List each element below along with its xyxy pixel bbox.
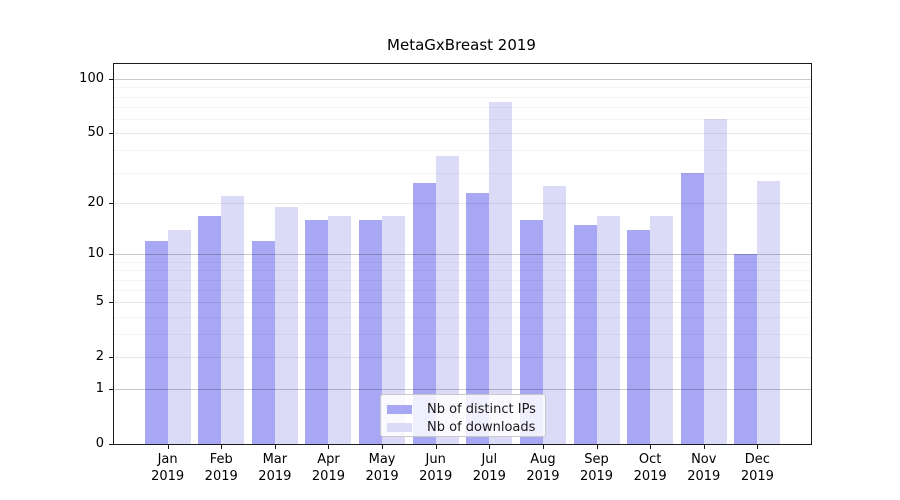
y-tick-label-10: 10 [87,246,104,262]
x-tick-may [382,444,384,449]
gridline-y-6 [114,290,811,292]
bar-distinct-ips-jan [144,241,168,444]
gridline-y-4 [114,316,811,318]
legend-swatch-downloads [387,422,412,432]
x-tick-label-mar: Mar 2019 [258,452,292,484]
legend-label-downloads: Nb of downloads [427,419,536,435]
y-tick-label-50: 50 [87,125,104,141]
y-tick-5 [109,302,114,304]
gridline-y-100 [114,79,811,81]
bar-downloads-feb [221,196,245,444]
bar-distinct-ips-dec [734,254,758,444]
gridline-y-80 [114,96,811,98]
gridline-y-3 [114,334,811,336]
x-tick-nov [703,444,705,449]
x-tick-dec [757,444,759,449]
gridline-y-7 [114,279,811,281]
bar-downloads-dec [757,180,781,444]
bar-downloads-jan [167,229,191,444]
legend: Nb of distinct IPs Nb of downloads [380,394,546,437]
x-tick-sep [596,444,598,449]
legend-entry-distinct-ips: Nb of distinct IPs [387,401,545,417]
bar-downloads-may [382,215,406,444]
bar-distinct-ips-jun [412,183,436,444]
gridline-y-20 [114,203,811,205]
y-tick-1 [109,389,114,391]
bar-distinct-ips-apr [305,220,329,444]
x-tick-apr [328,444,330,449]
y-tick-50 [109,133,114,135]
x-tick-label-aug: Aug 2019 [526,452,560,484]
bar-distinct-ips-jul [466,192,490,444]
gridline-y-9 [114,262,811,263]
x-tick-feb [221,444,223,449]
gridline-y-60 [114,119,811,121]
gridline-y-2 [114,357,811,359]
x-tick-jun [435,444,437,449]
x-tick-label-apr: Apr 2019 [311,452,345,484]
x-tick-label-feb: Feb 2019 [204,452,238,484]
y-tick-10 [109,254,114,256]
x-tick-label-jan: Jan 2019 [151,452,185,484]
bar-downloads-jun [435,156,459,444]
x-tick-label-sep: Sep 2019 [579,452,614,484]
y-tick-label-0: 0 [95,436,104,451]
y-tick-20 [109,203,114,205]
y-tick-2 [109,357,114,359]
gridline-y-90 [114,87,811,89]
x-tick-jan [167,444,169,449]
x-tick-label-jun: Jun 2019 [419,452,453,484]
gridline-y-1 [114,389,811,391]
x-tick-label-dec: Dec 2019 [740,452,774,484]
bar-downloads-apr [328,215,352,444]
y-tick-label-20: 20 [87,195,104,211]
x-tick-label-jul: Jul 2019 [472,452,506,484]
gridline-y-10 [114,254,811,256]
x-tick-mar [274,444,276,449]
legend-swatch-distinct-ips [387,404,412,414]
y-tick-label-1: 1 [95,381,104,397]
bar-downloads-jul [489,101,513,444]
x-tick-aug [542,444,544,449]
y-tick-label-2: 2 [95,349,104,365]
plot-area: Nb of distinct IPs Nb of downloads 0 1 2 5 1… [79,63,812,484]
gridline-y-40 [114,150,811,152]
bar-distinct-ips-may [359,220,383,444]
bar-distinct-ips-nov [680,172,704,444]
gridline-y-50 [114,133,811,135]
bar-distinct-ips-mar [251,241,275,444]
y-tick-100 [109,79,114,81]
bar-downloads-nov [703,119,727,444]
bar-distinct-ips-feb [198,215,222,444]
bar-downloads-mar [274,207,298,444]
legend-entry-downloads: Nb of downloads [387,419,545,435]
legend-label-distinct-ips: Nb of distinct IPs [427,401,536,417]
bar-distinct-ips-sep [573,224,597,444]
y-tick-label-100: 100 [79,71,104,87]
x-tick-label-oct: Oct 2019 [633,452,667,484]
y-tick-label-5: 5 [95,294,104,310]
bar-downloads-aug [542,186,566,444]
gridline-y-5 [114,302,811,304]
chart-title: MetaGxBreast 2019 [387,36,536,54]
gridline-y-30 [114,172,811,174]
bar-distinct-ips-aug [519,220,543,444]
gridline-y-8 [114,270,811,272]
gridline-y-70 [114,107,811,109]
y-tick-0 [109,444,114,445]
bar-downloads-oct [650,215,674,444]
x-tick-oct [650,444,652,449]
x-tick-label-nov: Nov 2019 [687,452,721,484]
bar-downloads-sep [596,215,620,444]
x-tick-label-may: May 2019 [365,452,399,484]
x-tick-jul [489,444,491,449]
bar-distinct-ips-oct [627,229,651,444]
